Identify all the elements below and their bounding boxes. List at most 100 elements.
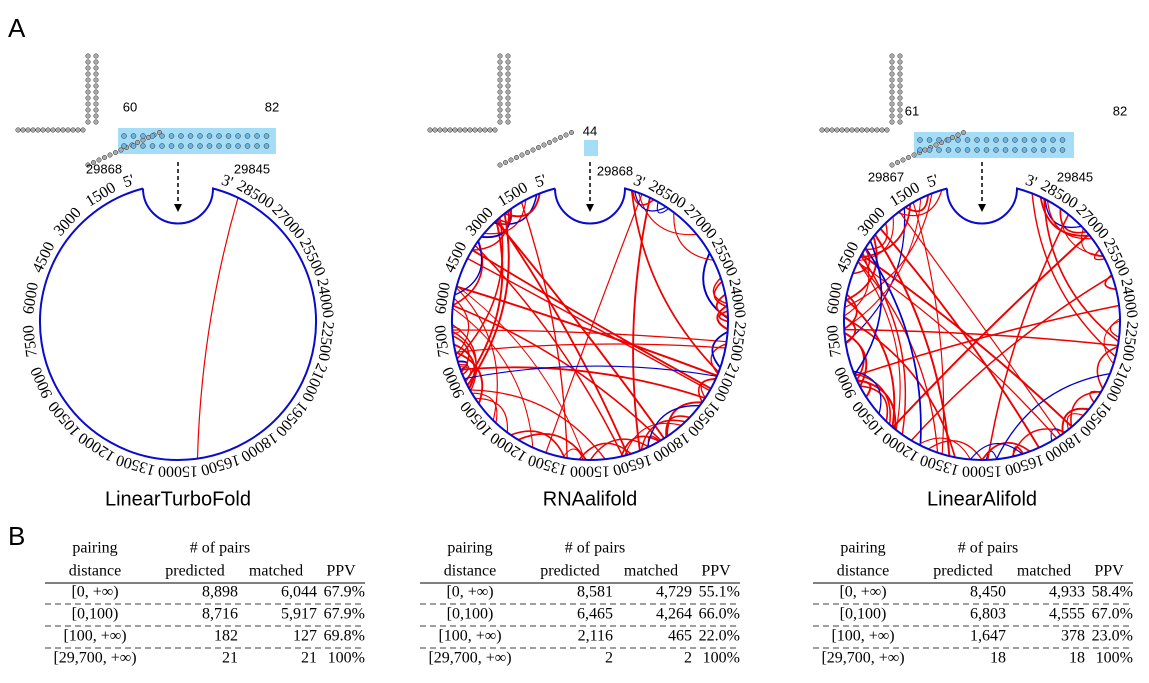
nucleotide bbox=[1041, 148, 1046, 153]
nucleotide bbox=[86, 66, 91, 71]
table-cell: 23.0% bbox=[1092, 628, 1133, 645]
table-cell: 6,044 bbox=[281, 584, 317, 601]
circle-label: 9000 bbox=[832, 364, 860, 400]
nucleotide bbox=[1032, 148, 1037, 153]
nucleotide bbox=[553, 138, 558, 143]
nucleotide bbox=[122, 134, 127, 139]
nucleotide bbox=[898, 72, 903, 77]
circle-label: 7500 bbox=[824, 324, 845, 358]
table-cell: 4,729 bbox=[656, 584, 692, 601]
circle-label: 22500 bbox=[727, 320, 749, 362]
nucleotide bbox=[898, 84, 903, 89]
nucleotide bbox=[503, 160, 508, 165]
nucleotide bbox=[94, 102, 99, 107]
table-header: predicted bbox=[933, 563, 993, 580]
circle-outline bbox=[844, 189, 1120, 460]
table-header: PPV bbox=[701, 563, 731, 580]
structure-label: 29868 bbox=[597, 163, 633, 178]
nucleotide bbox=[498, 66, 503, 71]
table-cell: 67.9% bbox=[324, 584, 365, 601]
table-cell: 1,647 bbox=[970, 628, 1006, 645]
nucleotide bbox=[1051, 138, 1056, 143]
row-label: [100, +∞) bbox=[438, 628, 501, 645]
table-cell: 465 bbox=[668, 628, 692, 645]
nucleotide bbox=[498, 102, 503, 107]
nucleotide bbox=[81, 128, 86, 133]
nucleotide bbox=[438, 128, 443, 133]
nucleotide bbox=[131, 144, 136, 149]
nucleotide bbox=[509, 158, 514, 163]
nucleotide bbox=[207, 144, 212, 149]
nucleotide bbox=[433, 128, 438, 133]
nucleotide bbox=[835, 128, 840, 133]
nucleotide bbox=[458, 128, 463, 133]
base-pair-arc bbox=[496, 221, 664, 438]
base-pair-arc bbox=[633, 198, 650, 451]
row-label: [0, +∞) bbox=[446, 584, 493, 601]
structure-label: 82 bbox=[1113, 103, 1127, 118]
nucleotide bbox=[141, 144, 146, 149]
nucleotide bbox=[542, 143, 547, 148]
nucleotide bbox=[493, 128, 498, 133]
nucleotide bbox=[506, 78, 511, 83]
base-pair-arc bbox=[197, 198, 238, 459]
nucleotide bbox=[901, 158, 906, 163]
circle-label: 16500 bbox=[1003, 451, 1046, 479]
arrow-head bbox=[978, 204, 986, 212]
nucleotide bbox=[994, 148, 999, 153]
circle-label: 6000 bbox=[20, 281, 42, 315]
nucleotide bbox=[865, 128, 870, 133]
nucleotide bbox=[927, 138, 932, 143]
base-pair-arc bbox=[497, 220, 627, 455]
circle-label: 24000 bbox=[725, 277, 748, 319]
nucleotide bbox=[890, 96, 895, 101]
table-cell: 18 bbox=[1069, 650, 1085, 667]
structure-label: 61 bbox=[905, 103, 919, 118]
structure-label: 60 bbox=[123, 99, 137, 114]
table-header: predicted bbox=[165, 563, 225, 580]
nucleotide bbox=[898, 96, 903, 101]
structure-label: 29867 bbox=[868, 169, 904, 184]
nucleotide bbox=[86, 96, 91, 101]
method-title: LinearAlifold bbox=[927, 488, 1037, 510]
nucleotide bbox=[898, 90, 903, 95]
nucleotide bbox=[898, 102, 903, 107]
nucleotide bbox=[264, 134, 269, 139]
table-header: distance bbox=[444, 563, 496, 580]
nucleotide bbox=[94, 96, 99, 101]
nucleotide bbox=[94, 78, 99, 83]
nucleotide bbox=[906, 155, 911, 160]
nucleotide bbox=[255, 134, 260, 139]
table-cell: 8,716 bbox=[202, 606, 238, 623]
table-cell: 182 bbox=[214, 628, 238, 645]
nucleotide bbox=[840, 128, 845, 133]
nucleotide bbox=[830, 128, 835, 133]
nucleotide bbox=[946, 138, 951, 143]
nucleotide bbox=[956, 133, 961, 138]
nucleotide bbox=[76, 128, 81, 133]
nucleotide bbox=[179, 134, 184, 139]
row-label: [100, +∞) bbox=[831, 628, 894, 645]
circle-label: 5' bbox=[121, 172, 137, 192]
circle-label: 3' bbox=[219, 172, 235, 192]
method-title: LinearTurboFold bbox=[105, 488, 251, 510]
circle-label: 4500 bbox=[29, 239, 58, 275]
table-header: matched bbox=[1017, 563, 1071, 580]
circle-label: 24000 bbox=[1117, 277, 1140, 319]
row-label: [0, +∞) bbox=[71, 584, 118, 601]
nucleotide bbox=[994, 138, 999, 143]
row-label: [29,700, +∞) bbox=[821, 650, 904, 667]
circle-label: 3' bbox=[1023, 172, 1039, 192]
table-header: pairing bbox=[72, 540, 117, 557]
nucleotide bbox=[898, 78, 903, 83]
row-label: [0,100) bbox=[447, 606, 494, 623]
nucleotide bbox=[264, 144, 269, 149]
nucleotide bbox=[506, 114, 511, 119]
nucleotide bbox=[1022, 138, 1027, 143]
nucleotide bbox=[66, 128, 71, 133]
nucleotide bbox=[207, 134, 212, 139]
nucleotide bbox=[1022, 148, 1027, 153]
nucleotide bbox=[71, 128, 76, 133]
nucleotide bbox=[825, 128, 830, 133]
